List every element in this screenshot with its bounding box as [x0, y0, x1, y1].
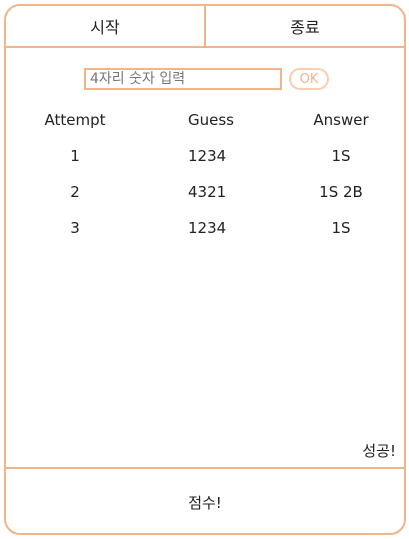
table-row: 3 1234 1S — [6, 216, 404, 252]
answer-cell: 1S 2B — [319, 183, 363, 201]
table-header-row: Attempt Guess Answer — [6, 108, 404, 144]
start-button-label: 시작 — [90, 18, 120, 37]
guess-input[interactable] — [84, 68, 282, 90]
score-footer: 점수! — [6, 467, 404, 533]
column-header-attempt: Attempt — [44, 111, 106, 129]
top-bar: 시작 종료 — [6, 6, 404, 48]
attempt-cell: 3 — [70, 219, 80, 237]
attempts-table: Attempt Guess Answer 1 1234 1S 2 4321 1S… — [6, 108, 404, 252]
answer-cell: 1S — [331, 219, 351, 237]
score-label: 점수! — [188, 493, 222, 512]
answer-cell: 1S — [331, 147, 351, 165]
column-header-guess: Guess — [188, 111, 234, 129]
start-button[interactable]: 시작 — [6, 6, 206, 46]
end-button-label: 종료 — [290, 18, 320, 37]
ok-button[interactable]: OK — [289, 68, 329, 90]
attempt-cell: 2 — [70, 183, 80, 201]
column-header-answer: Answer — [313, 111, 369, 129]
result-status-text: 성공! — [362, 442, 396, 460]
baseball-game-panel: 시작 종료 OK Attempt Guess Answer 1 1234 1S … — [4, 4, 406, 535]
attempt-cell: 1 — [70, 147, 80, 165]
table-row: 1 1234 1S — [6, 144, 404, 180]
guess-cell: 4321 — [188, 183, 227, 201]
end-button[interactable]: 종료 — [206, 6, 404, 46]
guess-cell: 1234 — [188, 147, 227, 165]
guess-input-row: OK — [6, 68, 404, 92]
table-row: 2 4321 1S 2B — [6, 180, 404, 216]
guess-cell: 1234 — [188, 219, 227, 237]
